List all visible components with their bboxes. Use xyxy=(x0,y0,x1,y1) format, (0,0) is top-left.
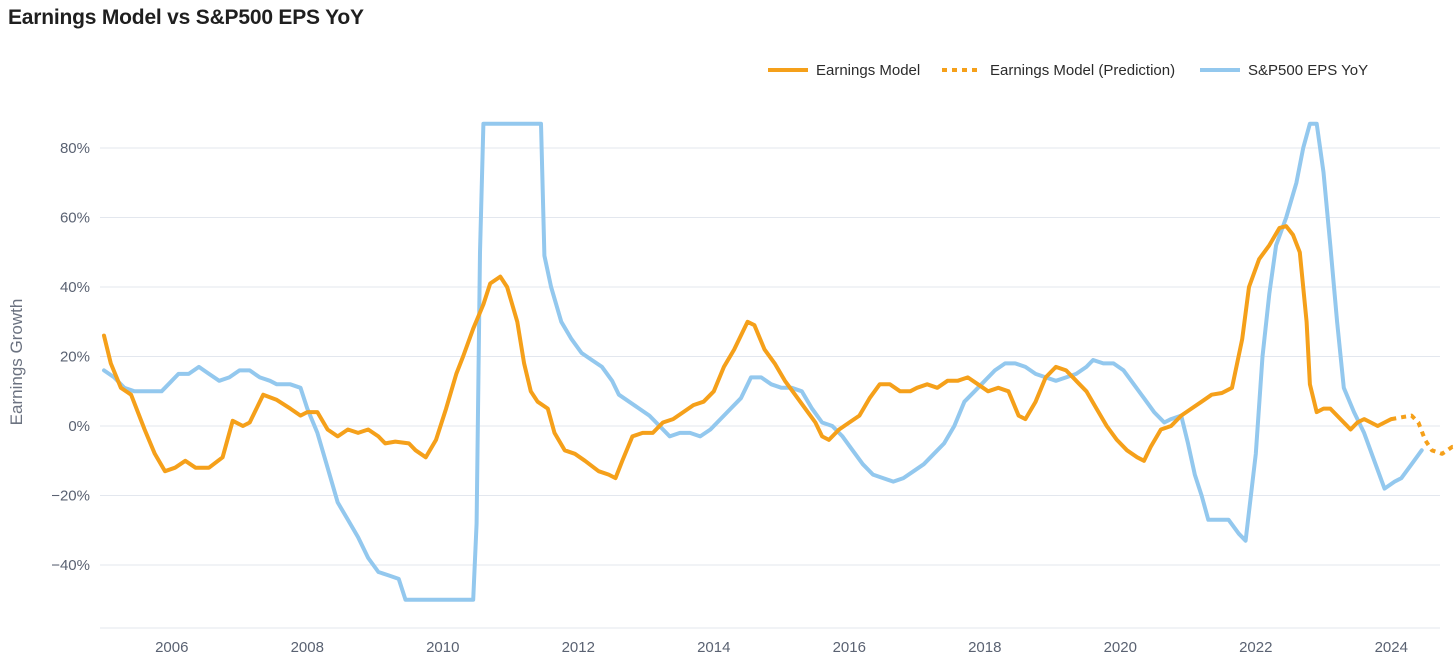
series-line-s-p500-eps-yoy xyxy=(102,121,1424,602)
y-tick-label: 80% xyxy=(60,140,90,157)
chart-title: Earnings Model vs S&P500 EPS YoY xyxy=(8,6,364,29)
x-tick-label: 2006 xyxy=(155,639,188,656)
y-tick-label: 20% xyxy=(60,349,90,366)
legend-item-earnings-model[interactable]: Earnings Model xyxy=(768,62,920,79)
x-tick-label: 2020 xyxy=(1104,639,1137,656)
y-tick-label: 40% xyxy=(60,279,90,296)
series-lines xyxy=(102,121,1456,602)
x-tick-label: 2024 xyxy=(1375,639,1408,656)
legend-label: Earnings Model xyxy=(816,62,920,79)
y-tick-label: −20% xyxy=(51,488,90,505)
legend[interactable]: Earnings Model Earnings Model (Prediction… xyxy=(768,62,1368,79)
series-line-earnings-model-prediction xyxy=(1390,413,1456,456)
x-tick-label: 2012 xyxy=(562,639,595,656)
y-tick-label: 0% xyxy=(68,418,90,435)
y-tick-label: −40% xyxy=(51,557,90,574)
y-tick-label: 60% xyxy=(60,210,90,227)
x-tick-label: 2010 xyxy=(426,639,459,656)
x-tick-label: 2018 xyxy=(968,639,1001,656)
y-axis-ticks: 80% 60% 40% 20% 0% −20% −40% xyxy=(51,140,90,574)
legend-label: S&P500 EPS YoY xyxy=(1248,62,1368,79)
x-axis-ticks: 2006 2008 2010 2012 2014 2016 2018 2020 2022 2024 xyxy=(155,639,1408,656)
series-line-earnings-model xyxy=(102,224,1394,481)
x-tick-label: 2016 xyxy=(833,639,866,656)
x-tick-label: 2022 xyxy=(1239,639,1272,656)
legend-label: Earnings Model (Prediction) xyxy=(990,62,1175,79)
legend-item-s-p500-eps-yoy[interactable]: S&P500 EPS YoY xyxy=(1200,62,1368,79)
legend-item-earnings-model-prediction[interactable]: Earnings Model (Prediction) xyxy=(942,62,1175,79)
y-axis-title: Earnings Growth xyxy=(7,299,26,426)
x-tick-label: 2014 xyxy=(697,639,730,656)
x-tick-label: 2008 xyxy=(291,639,324,656)
